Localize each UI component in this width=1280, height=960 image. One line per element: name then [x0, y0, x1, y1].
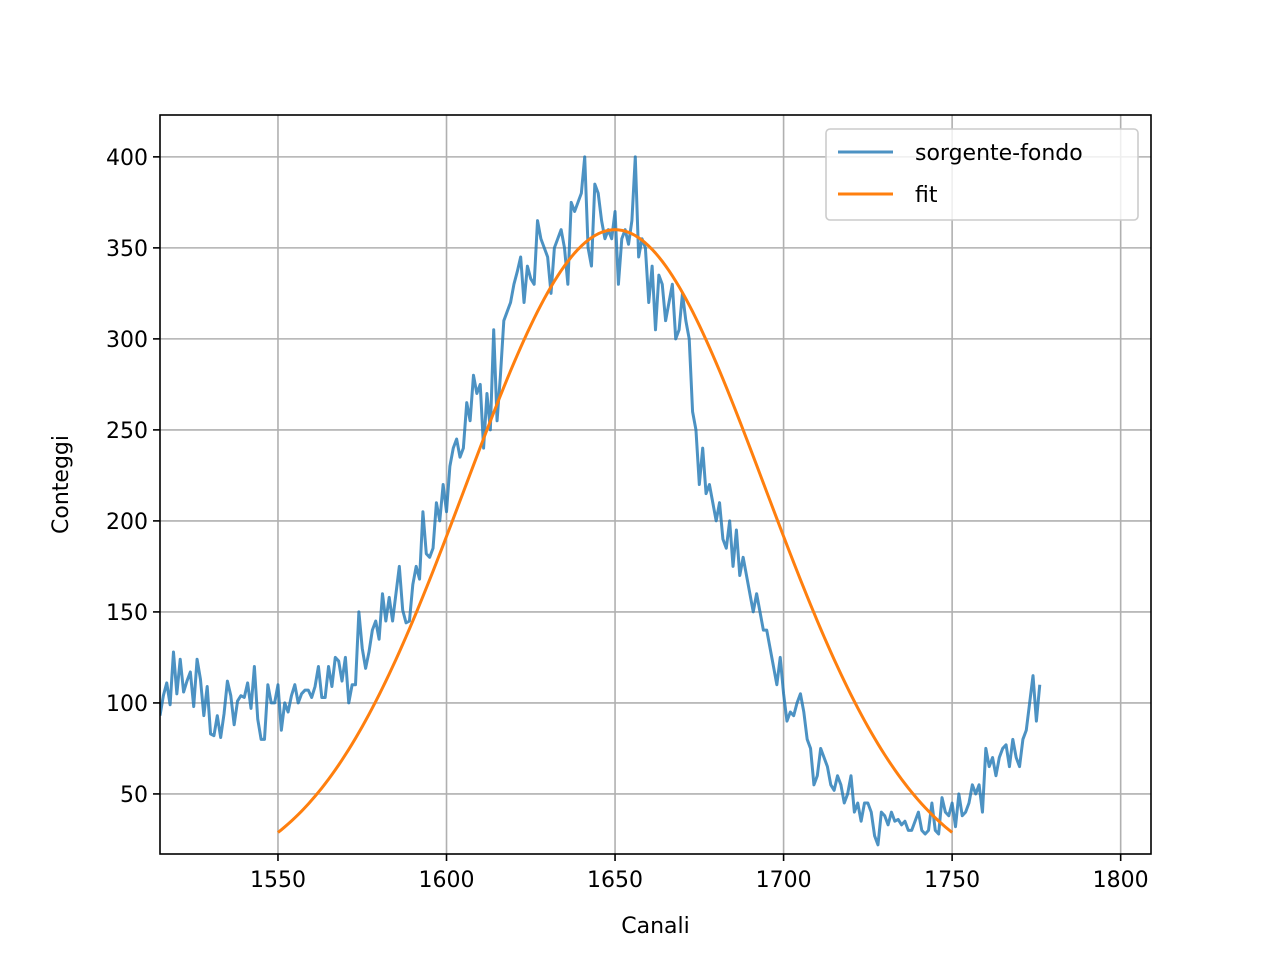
legend-box — [825, 128, 1139, 221]
legend-label-sorgente-fondo: sorgente-fondo — [915, 141, 1083, 166]
y-tick-label: 350 — [106, 237, 148, 262]
x-tick-label: 1600 — [419, 868, 475, 893]
y-tick-label: 200 — [106, 510, 148, 535]
y-tick-label: 50 — [120, 783, 148, 808]
x-axis-label: Canali — [621, 914, 690, 939]
x-tick-label: 1750 — [924, 868, 980, 893]
legend: sorgente-fondo fit — [825, 128, 1139, 221]
y-tick-label: 100 — [106, 692, 148, 717]
x-tick-label: 1800 — [1093, 868, 1149, 893]
y-tick-label: 300 — [106, 328, 148, 353]
plot-frame — [159, 114, 1152, 855]
y-axis-label: Conteggi — [49, 435, 74, 534]
series-lines — [160, 155, 1042, 847]
axis-ticks: 1550 1600 1650 1700 1750 1800 50 100 150 200 250 30… — [106, 146, 1149, 893]
series-line-sorgente-fondo — [160, 155, 1042, 847]
x-tick-label: 1550 — [250, 868, 306, 893]
y-tick-label: 150 — [106, 601, 148, 626]
series-line-fit — [277, 228, 954, 834]
y-tick-label: 250 — [106, 419, 148, 444]
x-tick-label: 1700 — [756, 868, 812, 893]
plot-area — [160, 115, 1151, 854]
legend-label-fit: fit — [915, 183, 938, 208]
y-tick-label: 400 — [106, 146, 148, 171]
x-tick-label: 1650 — [587, 868, 643, 893]
